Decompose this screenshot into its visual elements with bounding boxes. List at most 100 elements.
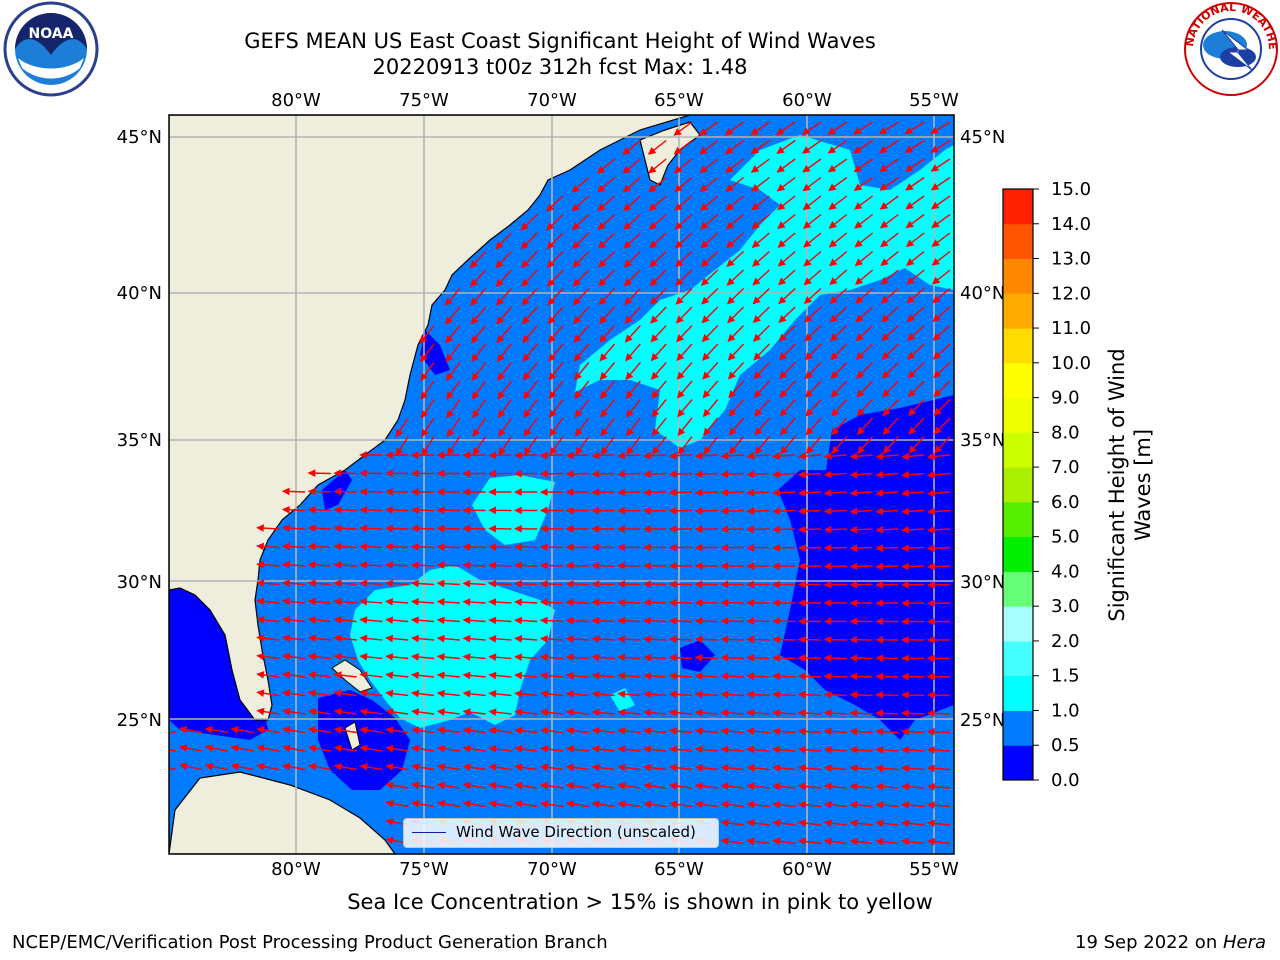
wind-arrow-head (496, 297, 504, 306)
wind-arrow-head (591, 727, 600, 735)
wind-arrow-head (694, 452, 703, 460)
wind-arrow-head (797, 709, 806, 717)
wind-arrow-head (694, 653, 703, 662)
wind-arrow-head (488, 488, 496, 496)
wind-arrow-head (520, 222, 529, 231)
wind-arrow-head (307, 579, 316, 588)
wind-arrow-head (359, 653, 368, 661)
wind-arrow-head (410, 561, 419, 569)
wind-arrow-head (445, 335, 454, 344)
wind-arrow-head (772, 488, 780, 497)
wind-arrow-head (823, 709, 832, 717)
wind-arrow-head (797, 507, 806, 515)
wind-arrow-head (725, 165, 734, 174)
wind-arrow-head (823, 470, 832, 479)
wind-arrow-head (849, 691, 858, 699)
wind-arrow (169, 767, 177, 771)
wind-arrow-head (591, 653, 600, 662)
colorbar-segment (1003, 258, 1033, 294)
wind-arrow-head (539, 635, 548, 643)
wind-arrow-head (540, 781, 549, 790)
wind-arrow-head (643, 727, 652, 735)
wind-arrow-head (411, 689, 420, 698)
wind-arrow-head (514, 726, 523, 735)
wind-arrow-head (420, 391, 429, 400)
wind-arrow-head (617, 763, 626, 772)
wind-arrow-head (282, 616, 290, 624)
nws-logo-text: NATIONAL WEATHER SERVICE (0, 0, 1279, 50)
wind-arrow-head (727, 352, 736, 361)
colorbar-segment (1003, 362, 1033, 399)
wind-arrow-head (875, 837, 884, 846)
lat-tick-right: 40°N (960, 283, 1005, 304)
wind-arrow-head (720, 727, 729, 735)
wind-arrow-head (772, 599, 780, 607)
lon-tick-top: 65°W (654, 90, 704, 111)
wind-arrow-head (307, 542, 316, 551)
wind-arrow-head (875, 617, 883, 626)
colorbar-segment (1003, 467, 1033, 503)
wind-arrow-head (495, 260, 504, 269)
wind-arrow-head (307, 707, 317, 716)
colorbar-segment (1003, 710, 1033, 746)
wind-arrow-head (849, 525, 858, 534)
wind-arrow-head (798, 800, 807, 809)
wind-arrow-head (598, 259, 607, 268)
wind-arrow-head (565, 598, 574, 607)
wind-arrow-head (926, 581, 935, 589)
wind-arrow-head (700, 277, 710, 286)
wind-arrow-head (498, 447, 506, 456)
wind-arrow-head (668, 635, 677, 644)
wind-arrow-head (643, 580, 651, 588)
wind-arrow-head (495, 278, 504, 288)
wind-arrow-head (617, 580, 626, 588)
wind-arrow-head (779, 371, 788, 380)
wind-arrow-head (488, 524, 496, 533)
wind-arrow-head (436, 744, 446, 753)
wind-arrow-head (617, 488, 625, 497)
wind-arrow-head (597, 184, 606, 193)
wind-arrow-head (823, 617, 832, 626)
wind-arrow-head (359, 597, 368, 606)
wind-arrow-head (907, 389, 916, 398)
wind-arrow-head (754, 446, 763, 455)
wind-arrow-head (462, 469, 471, 478)
colorbar-segment (1003, 536, 1033, 572)
wind-arrow-head (875, 489, 884, 497)
wind-arrow-head (880, 258, 889, 266)
wind-arrow-head (472, 447, 481, 456)
wind-arrow-head (573, 334, 582, 343)
wind-arrow-head (410, 579, 419, 588)
wind-arrow-head (281, 561, 290, 569)
wind-arrow-head (591, 800, 600, 808)
wind-arrow-head (436, 653, 445, 661)
wind-arrow-head (385, 799, 394, 808)
wind-arrow-head (395, 428, 403, 438)
wind-arrow-head (875, 636, 883, 644)
wind-arrow-head (803, 277, 812, 286)
wind-arrow-head (436, 708, 445, 716)
wind-arrow-head (674, 203, 683, 211)
wind-arrow-head (436, 634, 445, 643)
wind-arrow-head (875, 544, 884, 552)
wind-arrow-head (617, 525, 625, 533)
wind-arrow-head (307, 506, 316, 514)
wind-arrow-head (901, 452, 910, 461)
wind-arrow-head (649, 240, 658, 249)
colorbar-segment (1003, 640, 1033, 677)
wind-arrow-head (720, 745, 729, 754)
wind-arrow-head (256, 762, 265, 771)
wind-arrow-head (849, 782, 858, 791)
wind-arrow-head (359, 451, 367, 459)
wind-arrow-head (411, 744, 420, 753)
wind-arrow-head (445, 353, 454, 363)
wind-arrow-head (470, 278, 479, 288)
wind-arrow-head (746, 488, 755, 497)
wind-arrow-head (154, 745, 160, 751)
wind-arrow-head (549, 446, 558, 456)
wind-arrow-head (830, 389, 839, 398)
wind-arrow-head (539, 469, 548, 478)
wind-arrow-head (565, 616, 574, 625)
wind-arrow-head (853, 145, 862, 154)
wind-arrow-head (798, 782, 806, 791)
